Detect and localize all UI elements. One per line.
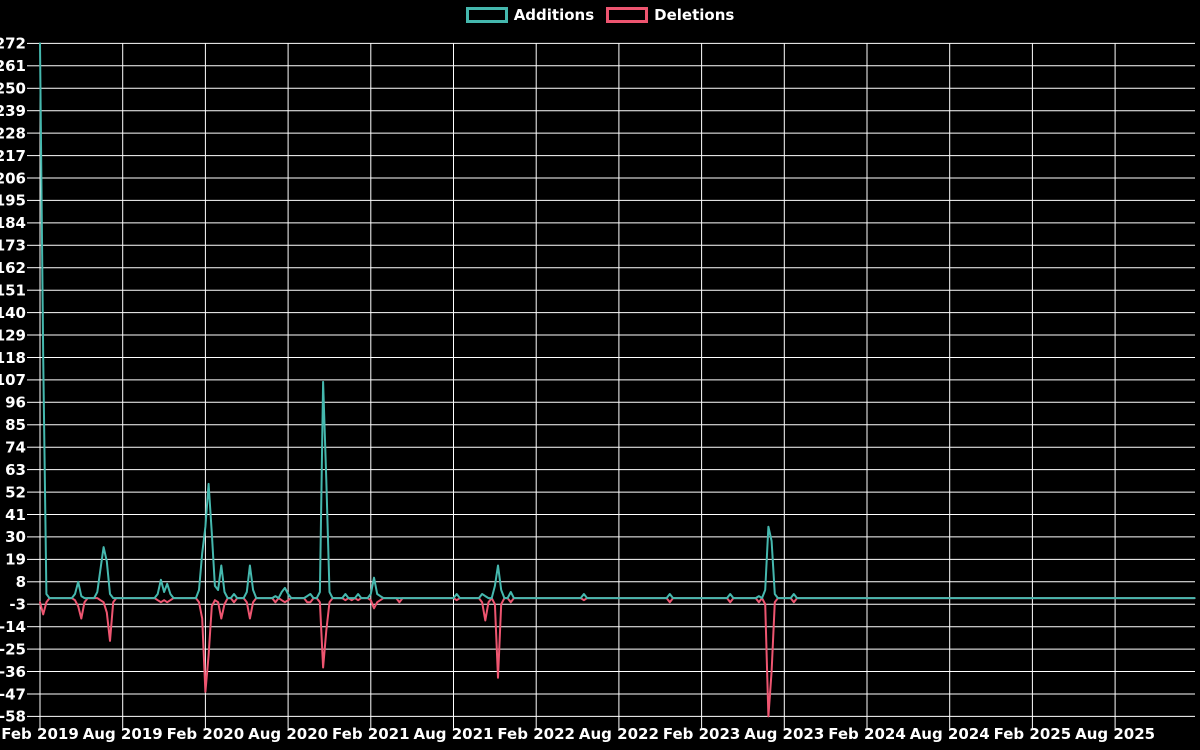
y-tick-label: 74 [5,438,26,456]
deletions-color-swatch-icon [606,7,649,23]
y-tick-label: 184 [0,214,26,232]
y-tick-label: 85 [5,416,26,434]
y-tick-label: 41 [5,506,26,524]
y-tick-label: 261 [0,57,26,75]
y-tick-label: 63 [5,461,26,479]
legend-item-deletions[interactable]: Deletions [606,7,734,23]
y-tick-label: -25 [0,640,26,658]
y-tick-label: 140 [0,304,26,322]
y-tick-label: 206 [0,169,26,187]
x-tick-label: Feb 2024 [828,725,906,743]
y-tick-label: 96 [5,394,26,412]
x-tick-label: Aug 2024 [910,725,990,743]
x-tick-label: Feb 2023 [663,725,741,743]
x-tick-label: Aug 2023 [744,725,824,743]
vertical-gridlines [39,43,1116,717]
x-tick-label: Aug 2019 [83,725,163,743]
y-tick-label: 30 [5,528,26,546]
x-tick-label: Feb 2020 [167,725,245,743]
x-tick-label: Feb 2025 [994,725,1072,743]
legend: Additions Deletions [0,7,1200,23]
y-tick-labels: 272 261 250 239 228 217 206 195 184 173 162 151 140 1… [0,35,26,726]
x-tick-label: Feb 2021 [332,725,410,743]
y-tick-label: -14 [0,618,26,636]
y-tick-label: 52 [5,483,26,501]
y-tick-label: 162 [0,259,26,277]
x-tick-label: Feb 2022 [497,725,575,743]
deletions-line[interactable] [39,597,1196,718]
y-tick-label: 107 [0,371,26,389]
y-tick-label: 173 [0,237,26,255]
x-tick-marks [39,716,1116,729]
y-tick-label: -36 [0,663,26,681]
y-tick-label: 250 [0,80,26,98]
y-tick-label: 129 [0,326,26,344]
y-tick-label: -58 [0,708,26,726]
x-tick-label: Aug 2022 [579,725,659,743]
y-tick-label: 272 [0,35,26,53]
x-tick-labels: Feb 2019 Aug 2019 Feb 2020 Aug 2020 Feb 2021… [1,725,1155,743]
y-tick-label: 195 [0,192,26,210]
y-tick-label: 8 [16,573,26,591]
y-tick-label: 19 [5,551,26,569]
x-tick-label: Aug 2025 [1075,725,1155,743]
y-tick-label: 118 [0,349,26,367]
x-tick-label: Feb 2019 [1,725,79,743]
x-tick-label: Aug 2021 [414,725,494,743]
y-tick-label: 151 [0,281,26,299]
y-tick-label: 239 [0,102,26,120]
y-tick-label: 217 [0,147,26,165]
additions-line[interactable] [39,42,1196,600]
y-tick-label: -3 [9,595,26,613]
y-tick-marks [27,42,40,717]
horizontal-gridlines [40,42,1195,717]
additions-color-swatch-icon [465,7,508,23]
additions-legend-label: Additions [513,6,595,24]
deletions-legend-label: Deletions [654,6,735,24]
y-tick-label: -47 [0,685,26,703]
y-tick-label: 228 [0,124,26,142]
legend-item-additions[interactable]: Additions [465,6,595,24]
x-tick-label: Aug 2020 [248,725,328,743]
